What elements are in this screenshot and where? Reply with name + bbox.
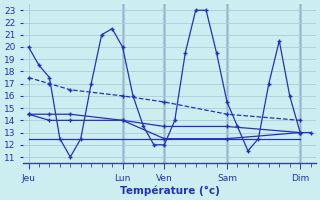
X-axis label: Température (°c): Température (°c) [120,185,220,196]
